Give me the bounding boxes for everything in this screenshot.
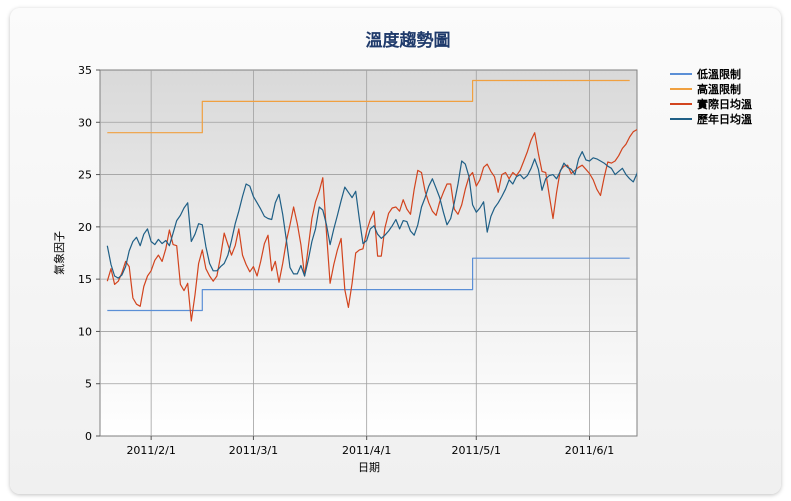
- legend-label: 歷年日均溫: [697, 112, 752, 126]
- y-tick-label: 0: [85, 430, 92, 443]
- series-lines: [106, 79, 637, 322]
- x-tick-label: 2011/4/1: [342, 444, 391, 457]
- y-axis-ticks: 0 5 10 15 20 25 30 35: [78, 64, 100, 443]
- plot-area: [99, 69, 638, 437]
- x-tick-label: 2011/5/1: [452, 444, 501, 457]
- chart-title: 溫度趨勢圖: [366, 30, 451, 51]
- y-tick-label: 35: [78, 64, 92, 77]
- x-tick-label: 2011/2/1: [126, 444, 175, 457]
- y-tick-label: 10: [78, 325, 92, 338]
- x-axis-label: 日期: [358, 461, 380, 474]
- legend-label: 低溫限制: [696, 67, 741, 81]
- legend-label: 實際日均溫: [697, 97, 752, 111]
- y-tick-label: 15: [78, 273, 92, 286]
- y-axis-label: 氣象因子: [52, 231, 66, 275]
- gridlines: [100, 70, 637, 436]
- y-tick-label: 20: [78, 221, 92, 234]
- x-axis-ticks: 2011/2/1 2011/3/1 2011/4/1 2011/5/1 2011/6/1: [126, 436, 614, 457]
- series-line-4: [106, 151, 637, 279]
- x-tick-label: 2011/6/1: [565, 444, 614, 457]
- y-tick-label: 30: [78, 116, 92, 129]
- series-line-1: [107, 257, 630, 312]
- x-tick-label: 2011/3/1: [229, 444, 278, 457]
- legend-label: 高溫限制: [697, 82, 741, 96]
- y-tick-label: 25: [78, 169, 92, 182]
- y-tick-label: 5: [85, 378, 92, 391]
- series-line-2: [107, 79, 630, 134]
